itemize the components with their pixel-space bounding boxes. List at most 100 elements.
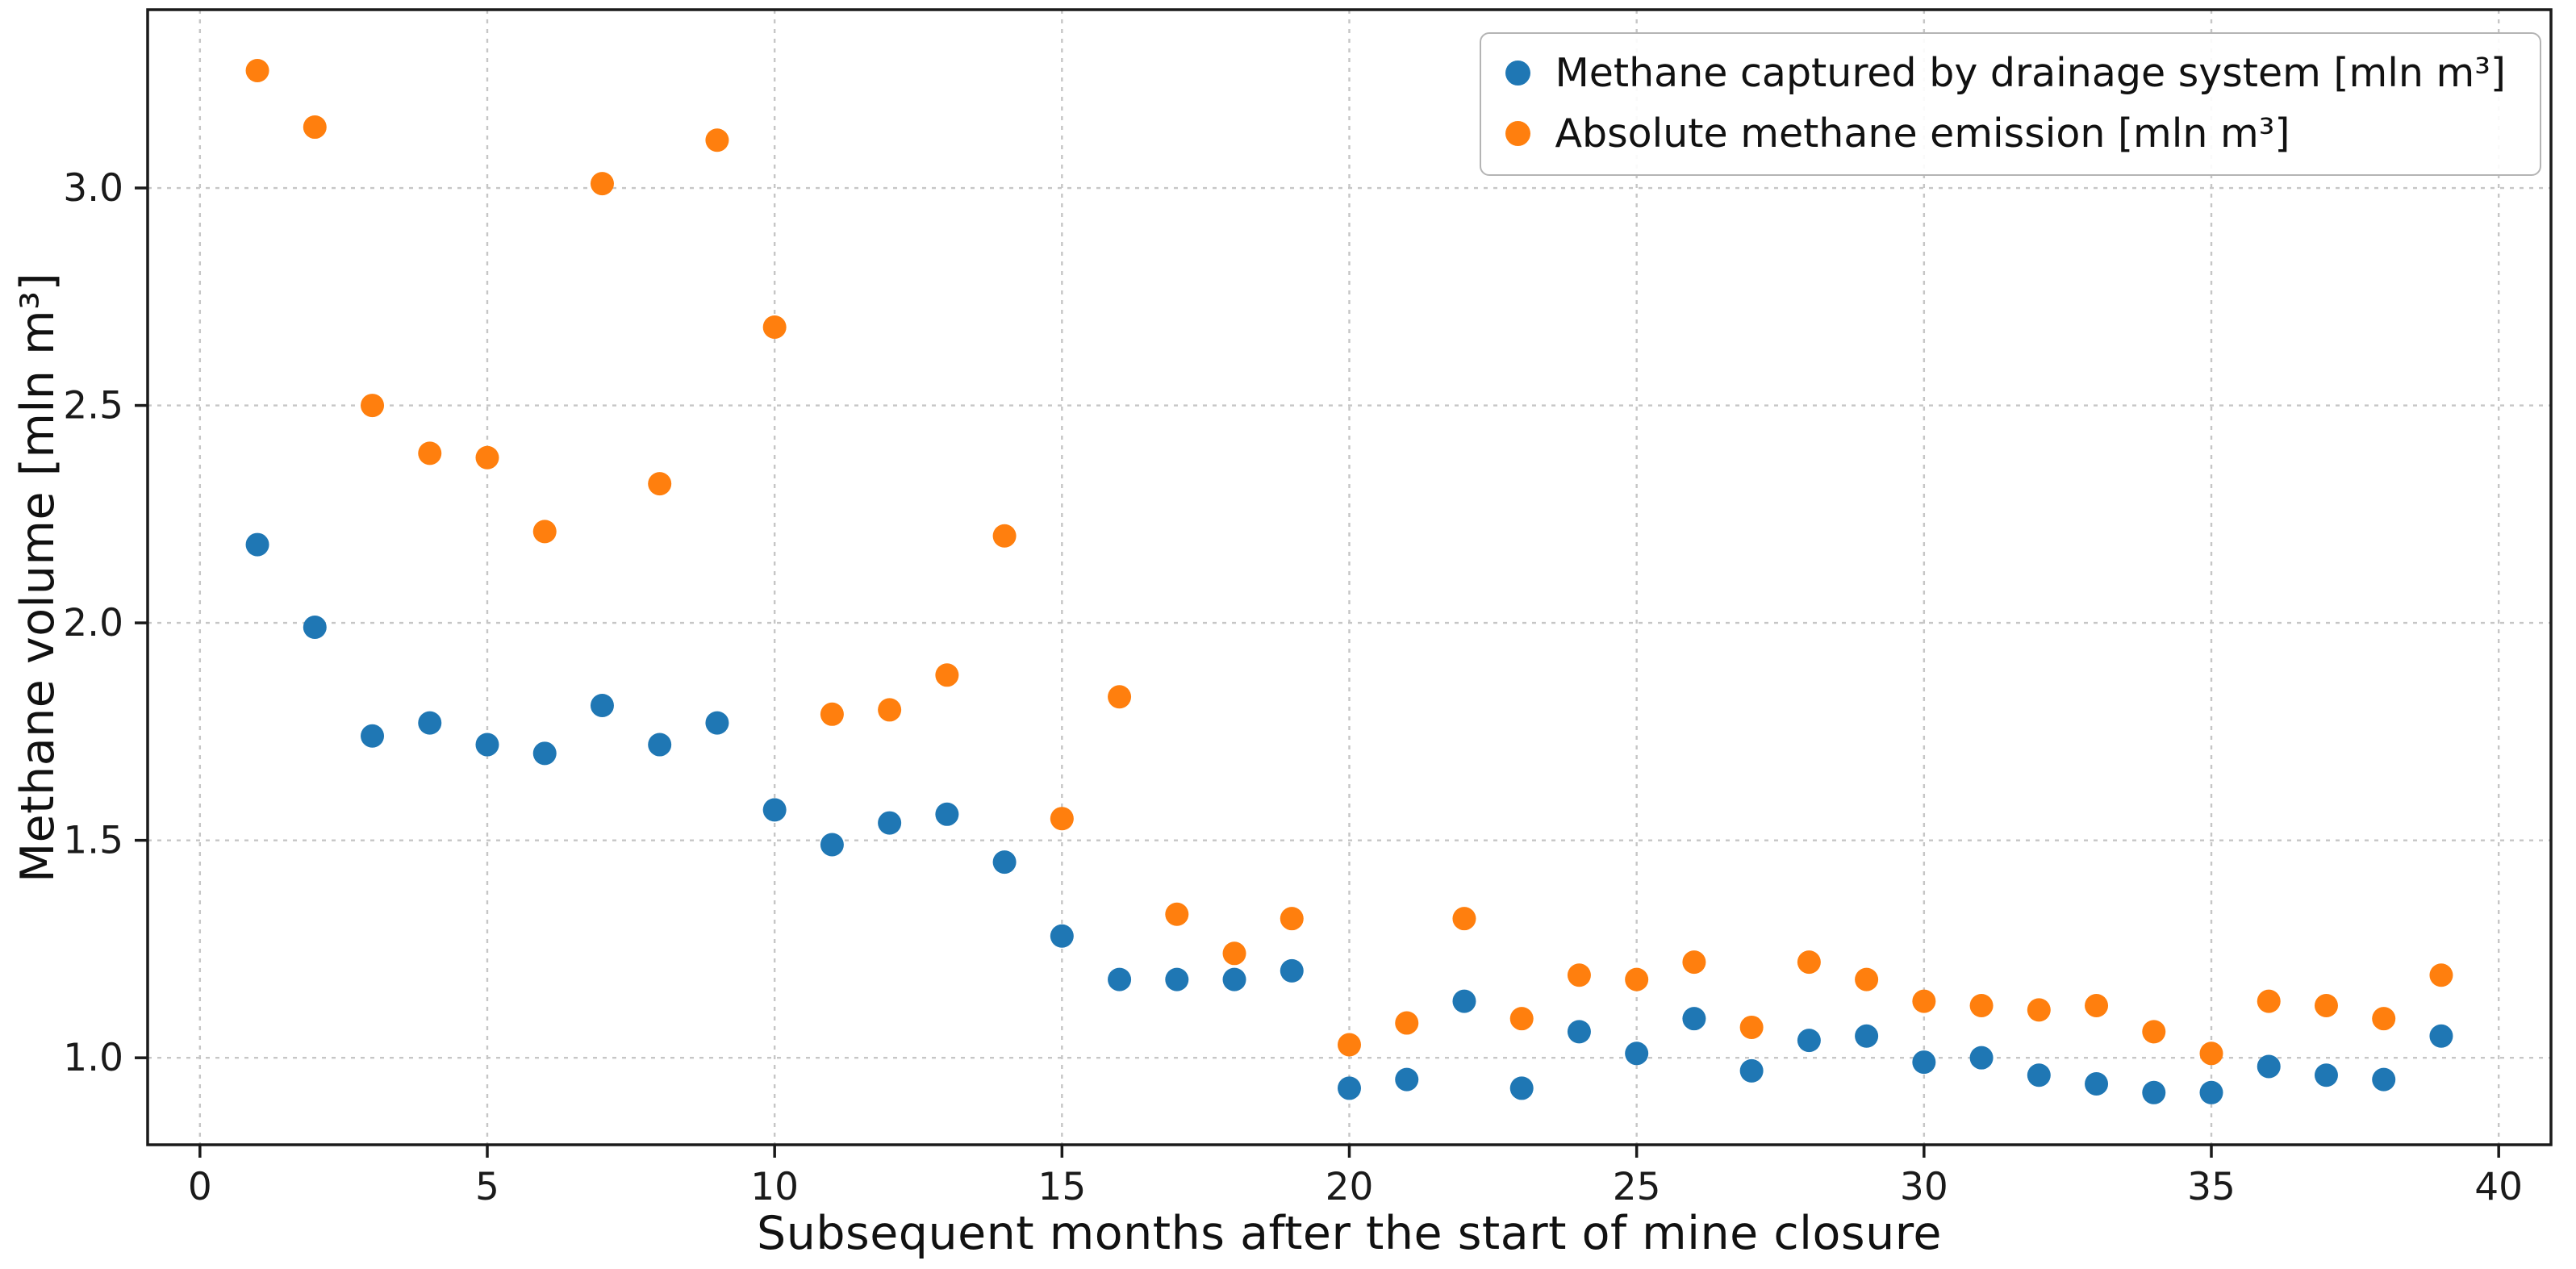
data-point — [2085, 1072, 2109, 1096]
data-point — [2429, 1024, 2453, 1048]
data-point — [1739, 1058, 1764, 1083]
y-tick-label: 2.0 — [63, 601, 123, 645]
data-point — [1452, 907, 1476, 931]
data-point — [2199, 1041, 2223, 1066]
y-tick-label: 3.0 — [63, 166, 123, 211]
data-point — [361, 394, 385, 418]
data-point — [1165, 902, 1189, 926]
data-point — [1912, 1050, 1936, 1075]
gridlines — [148, 10, 2551, 1145]
data-point — [2314, 1063, 2338, 1087]
legend-label-captured: Methane captured by drainage system [mln… — [1555, 50, 2506, 96]
data-point — [1509, 1007, 1534, 1031]
data-point — [1395, 1011, 1419, 1035]
x-tick-label: 0 — [188, 1165, 212, 1209]
data-point — [762, 798, 787, 822]
data-point — [361, 724, 385, 748]
data-point — [1797, 1029, 1821, 1053]
data-point — [2257, 989, 2281, 1013]
data-point — [1625, 1041, 1649, 1066]
data-point — [418, 441, 442, 465]
data-point — [1280, 958, 1304, 983]
data-point — [1739, 1015, 1764, 1039]
data-point — [878, 698, 902, 722]
data-point — [532, 520, 557, 544]
data-point — [648, 733, 672, 757]
data-point — [2027, 998, 2051, 1022]
data-point — [1108, 685, 1132, 709]
data-point — [1682, 950, 1706, 975]
data-point — [935, 663, 959, 687]
x-axis: 0 5 10 15 20 25 30 35 40 — [188, 1145, 2523, 1209]
data-point — [1395, 1067, 1419, 1092]
x-tick-label: 20 — [1326, 1165, 1374, 1209]
y-axis: 1.0 1.5 2.0 2.5 3.0 — [63, 166, 148, 1080]
data-point — [1855, 1024, 1879, 1048]
data-point — [1567, 1020, 1591, 1044]
data-point — [418, 711, 442, 735]
series-1 — [245, 58, 2453, 1066]
data-point — [935, 802, 959, 826]
x-tick-label: 35 — [2187, 1165, 2236, 1209]
data-point — [2314, 993, 2338, 1017]
y-tick-label: 1.5 — [63, 819, 123, 863]
x-tick-label: 10 — [750, 1165, 799, 1209]
legend-marker-captured-icon — [1505, 61, 1531, 86]
data-point — [1509, 1076, 1534, 1100]
data-point — [1050, 924, 1074, 948]
x-axis-title: Subsequent months after the start of min… — [757, 1207, 1942, 1260]
legend-label-emission: Absolute methane emission [mln m³] — [1555, 111, 2290, 157]
data-point — [2142, 1080, 2166, 1104]
x-tick-label: 25 — [1613, 1165, 1661, 1209]
data-point — [1050, 807, 1074, 831]
data-point — [1452, 989, 1476, 1013]
data-point — [1108, 967, 1132, 991]
data-point — [2027, 1063, 2051, 1087]
data-point — [303, 115, 327, 140]
legend-marker-emission-icon — [1505, 121, 1531, 146]
legend-item-captured: Methane captured by drainage system [mln… — [1505, 50, 2506, 96]
data-point — [1625, 967, 1649, 991]
data-point — [2142, 1020, 2166, 1044]
data-point — [303, 615, 327, 639]
data-point — [705, 711, 729, 735]
data-point — [590, 172, 614, 196]
data-point — [2257, 1054, 2281, 1079]
axes-box — [146, 8, 2553, 1146]
x-tick-label: 40 — [2474, 1165, 2523, 1209]
series-0 — [245, 532, 2453, 1104]
data-point — [532, 741, 557, 766]
data-point — [648, 472, 672, 496]
data-point — [475, 445, 499, 470]
data-point — [2199, 1080, 2223, 1104]
data-point — [878, 811, 902, 835]
data-point — [1338, 1033, 1361, 1057]
x-tick-label: 5 — [475, 1165, 499, 1209]
data-point — [1338, 1076, 1361, 1100]
data-point — [1567, 963, 1591, 987]
data-point — [992, 524, 1017, 548]
data-point — [2085, 993, 2109, 1017]
data-point — [820, 833, 844, 857]
data-point — [590, 694, 614, 718]
data-point — [1855, 967, 1879, 991]
data-point — [1280, 907, 1304, 931]
data-point — [245, 532, 269, 557]
data-point — [705, 128, 729, 152]
x-tick-label: 15 — [1037, 1165, 1086, 1209]
y-tick-label: 2.5 — [63, 384, 123, 428]
data-point — [1682, 1007, 1706, 1031]
data-point — [245, 58, 269, 82]
data-point — [992, 850, 1017, 875]
x-tick-label: 30 — [1900, 1165, 1948, 1209]
legend-item-emission: Absolute methane emission [mln m³] — [1505, 111, 2506, 157]
data-point — [1969, 993, 1994, 1017]
data-point — [2372, 1007, 2396, 1031]
y-axis-title: Methane volume [mln m³] — [11, 272, 65, 883]
data-point — [1969, 1046, 1994, 1070]
data-point — [1912, 989, 1936, 1013]
data-point — [475, 733, 499, 757]
data-point — [762, 315, 787, 340]
